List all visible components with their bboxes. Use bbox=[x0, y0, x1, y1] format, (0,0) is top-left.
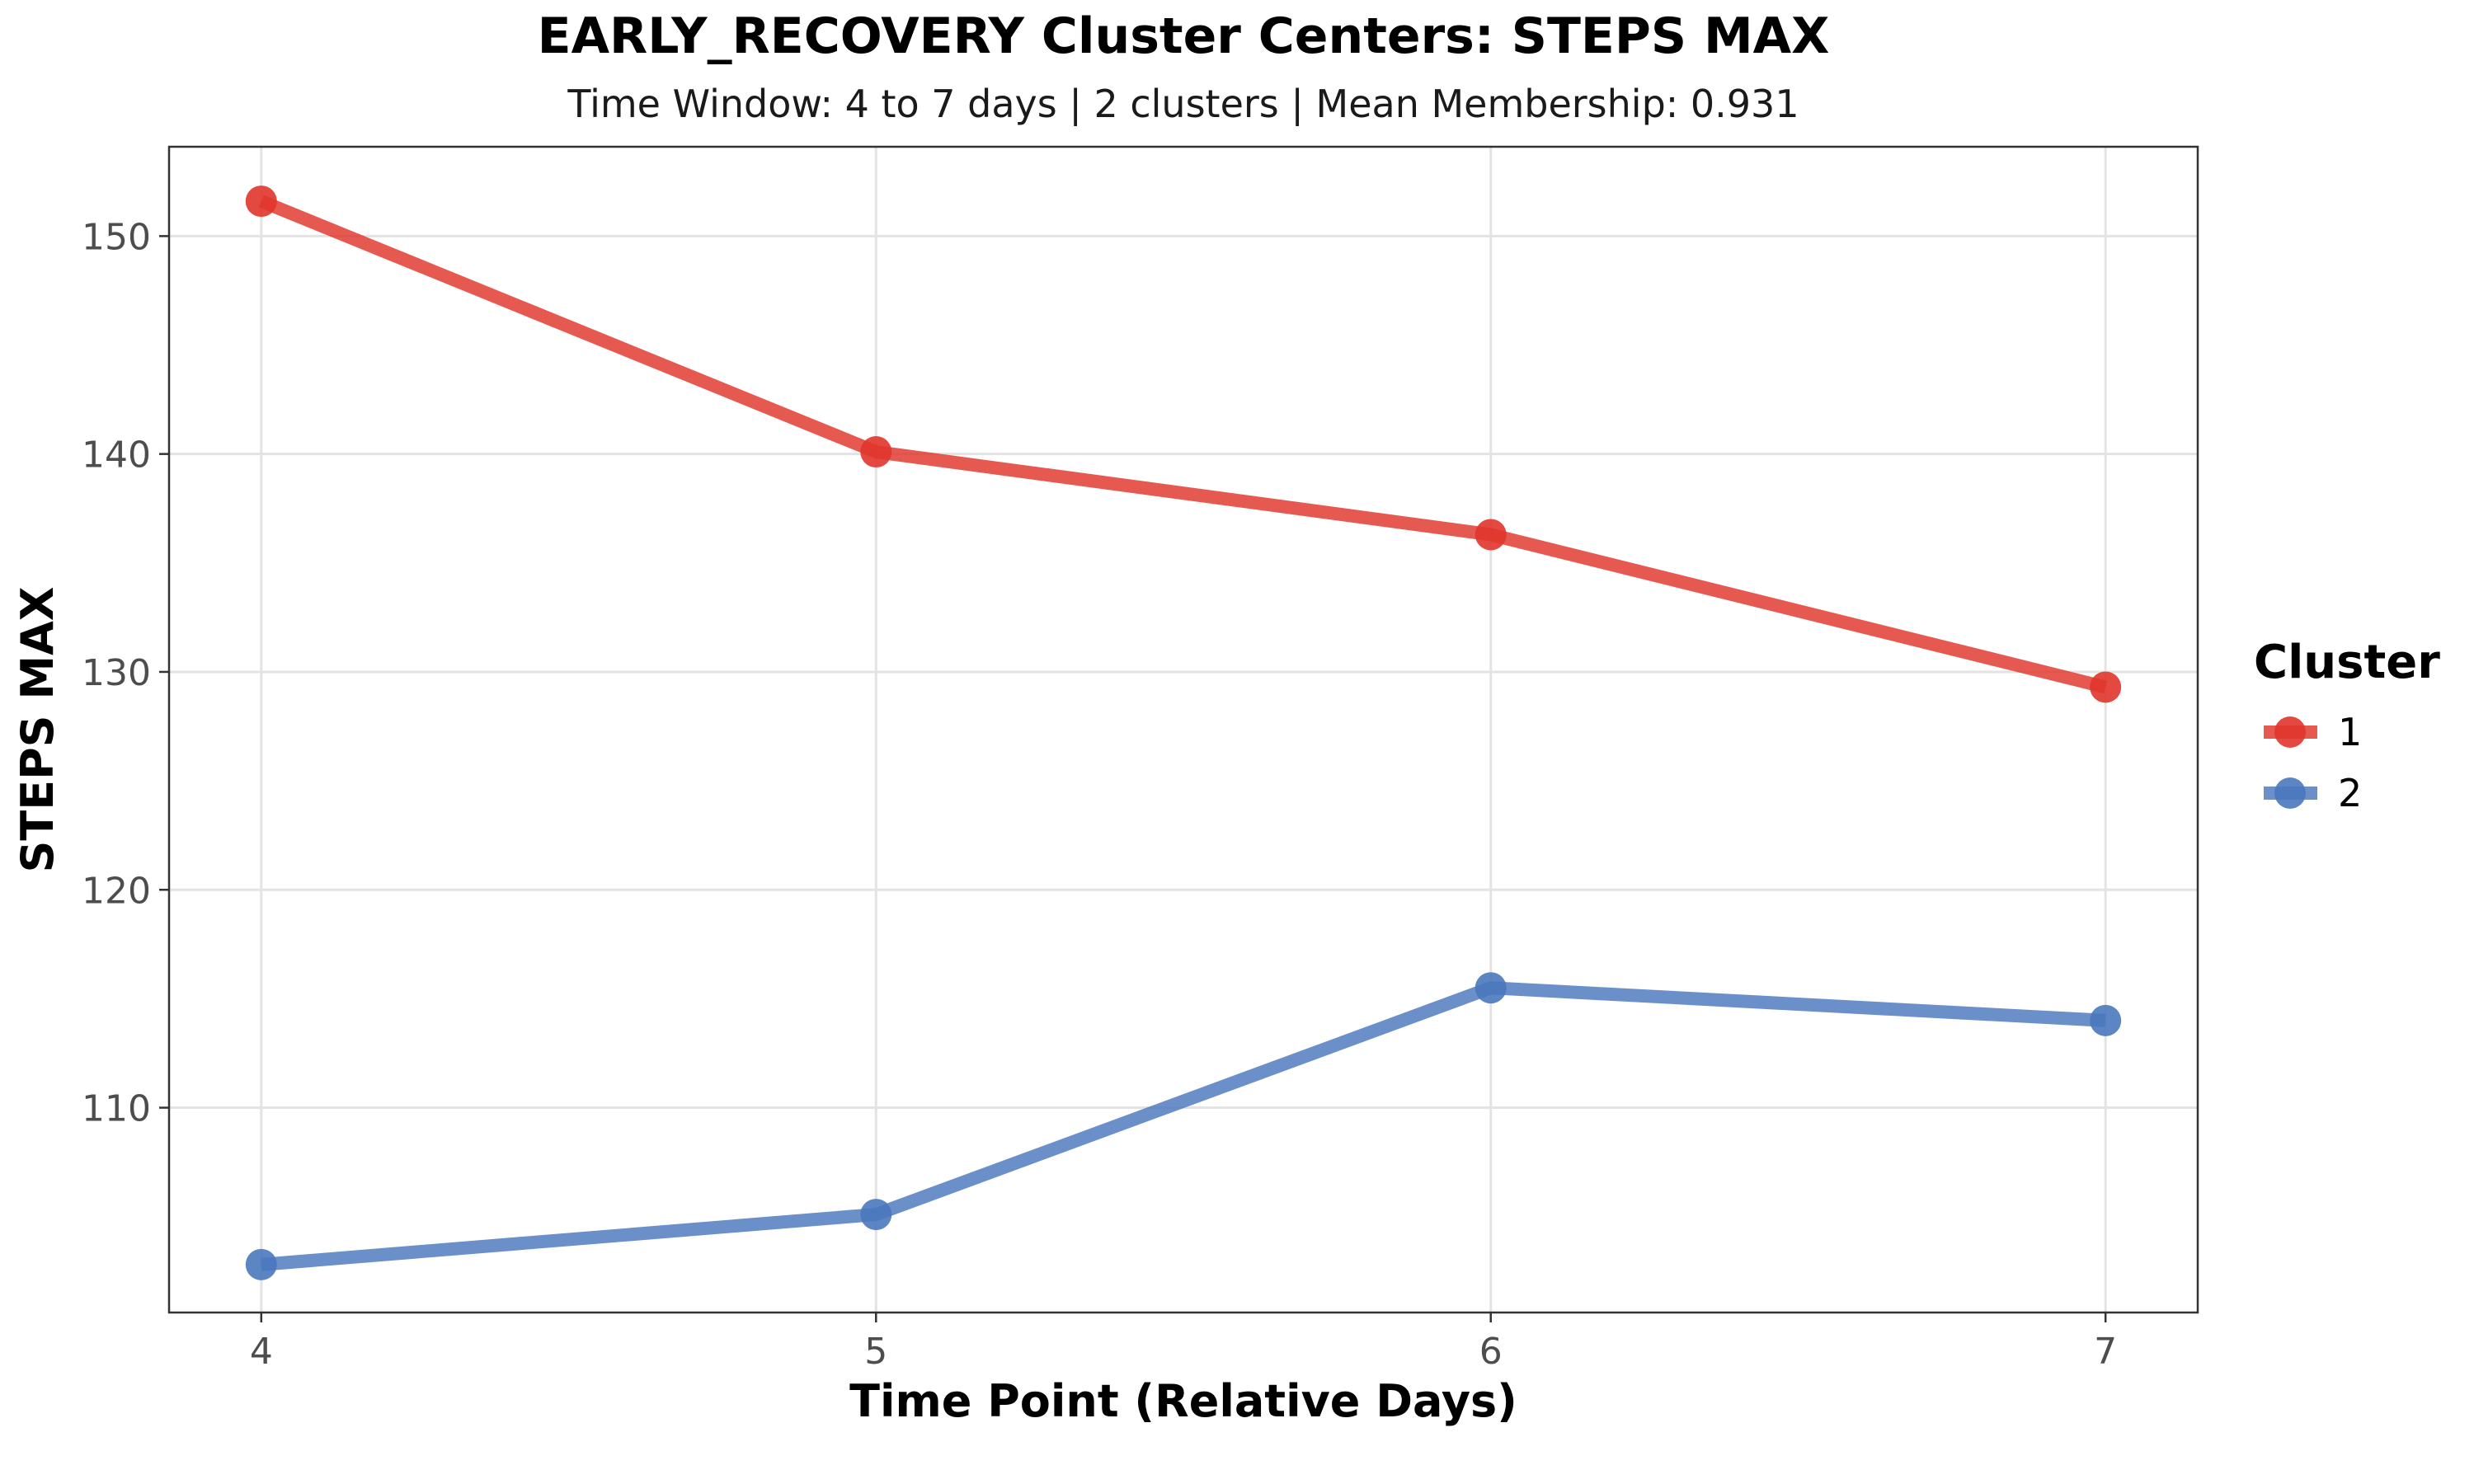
y-tick-label: 140 bbox=[82, 434, 151, 477]
x-tick-label: 5 bbox=[864, 1331, 887, 1373]
y-tick-label: 150 bbox=[82, 216, 151, 258]
data-point bbox=[245, 186, 277, 218]
series-line-2 bbox=[261, 981, 2106, 1271]
y-tick-label: 110 bbox=[82, 1088, 151, 1130]
y-tick-label: 120 bbox=[82, 870, 151, 912]
grid-lines bbox=[169, 147, 2198, 1313]
legend-item-2: 2 bbox=[2264, 771, 2362, 815]
y-tick-label: 130 bbox=[82, 652, 151, 694]
data-point bbox=[1475, 519, 1507, 551]
legend-label: 2 bbox=[2338, 771, 2362, 815]
data-point bbox=[860, 1199, 892, 1231]
x-tick-label: 7 bbox=[2094, 1331, 2117, 1373]
x-tick-label: 4 bbox=[250, 1331, 273, 1373]
series-2 bbox=[245, 972, 2122, 1280]
data-point bbox=[860, 436, 892, 468]
legend-item-1: 1 bbox=[2264, 710, 2362, 754]
chart-subtitle: Time Window: 4 to 7 days | 2 clusters | … bbox=[567, 82, 1799, 127]
y-axis-ticks: 110 120 130 140 150 bbox=[82, 216, 169, 1130]
x-axis-title: Time Point (Relative Days) bbox=[849, 1375, 1517, 1427]
legend-key-point bbox=[2274, 716, 2306, 748]
x-axis-ticks: 4 5 6 7 bbox=[250, 1313, 2117, 1373]
y-axis-title: STEPS MAX bbox=[12, 586, 63, 872]
legend-key-point bbox=[2274, 777, 2306, 809]
chart-title: EARLY_RECOVERY Cluster Centers: STEPS MA… bbox=[538, 7, 1830, 65]
x-tick-label: 6 bbox=[1479, 1331, 1503, 1373]
data-point bbox=[1475, 972, 1507, 1004]
plot-panel bbox=[167, 145, 2199, 1314]
series-line-1 bbox=[258, 195, 2108, 694]
series-1 bbox=[245, 186, 2122, 703]
data-point bbox=[2090, 671, 2122, 703]
legend-label: 1 bbox=[2338, 710, 2362, 754]
data-point bbox=[245, 1248, 277, 1280]
series-layer bbox=[245, 186, 2122, 1280]
data-point bbox=[2090, 1004, 2122, 1036]
legend: Cluster 1 2 bbox=[2254, 636, 2440, 815]
legend-title: Cluster bbox=[2254, 636, 2440, 689]
